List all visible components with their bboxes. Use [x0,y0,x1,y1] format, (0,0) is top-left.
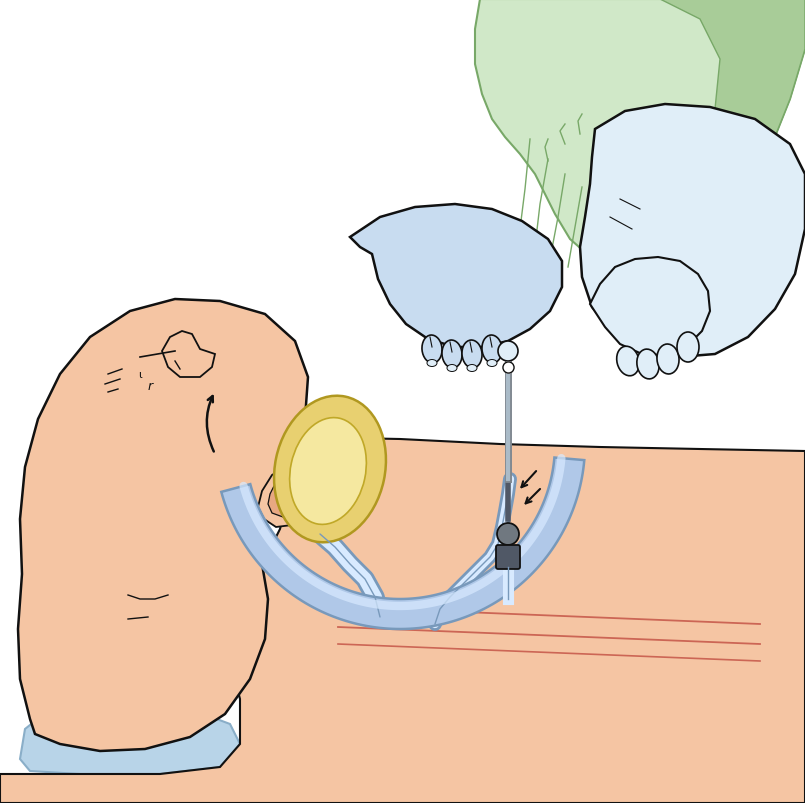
Polygon shape [580,105,805,357]
FancyBboxPatch shape [496,545,520,569]
Ellipse shape [657,344,679,374]
Ellipse shape [467,365,477,372]
Ellipse shape [637,349,659,380]
Ellipse shape [617,347,639,377]
Polygon shape [18,300,308,751]
Ellipse shape [482,336,502,364]
Polygon shape [590,258,710,356]
Ellipse shape [422,336,442,364]
Polygon shape [20,704,240,774]
Polygon shape [162,332,215,377]
Polygon shape [221,458,584,630]
Ellipse shape [497,524,519,545]
Ellipse shape [462,340,482,369]
Ellipse shape [427,360,437,367]
Ellipse shape [447,365,457,372]
Text: r: r [148,380,153,393]
Polygon shape [258,467,312,528]
Ellipse shape [677,332,699,362]
Circle shape [498,341,518,361]
Polygon shape [0,438,805,803]
Ellipse shape [442,340,462,369]
Ellipse shape [290,418,366,524]
Polygon shape [635,0,805,279]
Polygon shape [268,479,300,517]
Polygon shape [475,0,805,279]
Polygon shape [350,205,562,348]
Ellipse shape [274,396,386,543]
Text: ι: ι [138,369,142,380]
Ellipse shape [487,360,497,367]
